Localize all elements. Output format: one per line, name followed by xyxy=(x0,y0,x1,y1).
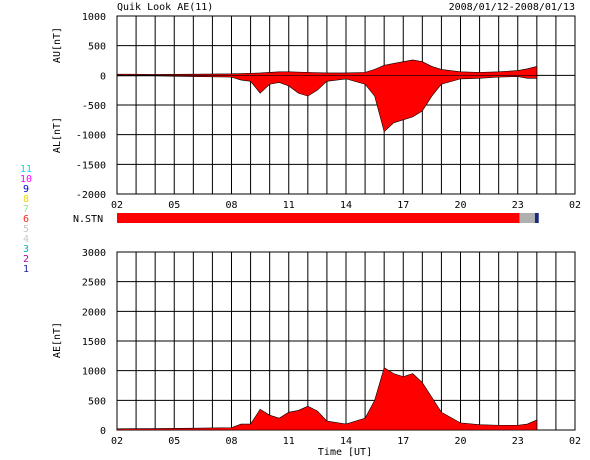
legend-station-6: 6 xyxy=(22,214,30,225)
station-count-segment xyxy=(117,213,520,223)
au-al-frame xyxy=(116,15,576,195)
station-legend: 11 10 9 8 7 6 5 4 3 2 1 xyxy=(18,165,34,275)
au-axis-label: AU[nT] xyxy=(52,27,63,63)
au-al-x-tick: 14 xyxy=(340,200,352,211)
ae-x-tick: 02 xyxy=(569,436,581,447)
ae-x-tick: 08 xyxy=(225,436,237,447)
ae-grid xyxy=(116,251,576,431)
au-al-y-tick: -2000 xyxy=(76,190,106,201)
ae-y-tick: 3000 xyxy=(82,248,106,259)
au-al-x-tick: 05 xyxy=(168,200,180,211)
au-al-x-tick: 02 xyxy=(569,200,581,211)
station-count-segment xyxy=(534,213,539,223)
au-al-x-tick: 08 xyxy=(225,200,237,211)
legend-station-9: 9 xyxy=(22,184,30,195)
ae-x-tick: 14 xyxy=(340,436,352,447)
legend-station-1: 1 xyxy=(22,264,30,275)
station-count-bar: N.STN xyxy=(73,213,539,225)
au-al-y-tick: -1000 xyxy=(76,131,106,142)
au-al-x-tick: 23 xyxy=(512,200,524,211)
ae-series xyxy=(116,367,538,431)
ae-x-tick: 20 xyxy=(454,436,466,447)
ae-y-tick-labels: 3000 2500 2000 1500 1000 500 0 xyxy=(82,248,106,437)
au-al-x-tick: 02 xyxy=(111,200,123,211)
legend-station-8: 8 xyxy=(22,194,30,205)
legend-station-7: 7 xyxy=(22,204,30,215)
date-range: 2008/01/12-2008/01/13 xyxy=(449,2,575,13)
legend-station-10: 10 xyxy=(19,174,33,185)
au-al-grid xyxy=(116,15,576,195)
ae-y-tick: 2000 xyxy=(82,307,106,318)
ae-y-tick: 1500 xyxy=(82,337,106,348)
ae-x-tick: 23 xyxy=(512,436,524,447)
ae-y-tick: 2500 xyxy=(82,278,106,289)
legend-station-11: 11 xyxy=(19,164,33,175)
legend-station-4: 4 xyxy=(22,234,30,245)
ae-panel: 3000 2500 2000 1500 1000 500 0 02 05 08 11 14 17 20 2… xyxy=(52,248,581,458)
station-count-segment xyxy=(519,213,535,223)
au-al-y-tick-labels: 1000 500 0 -500 -1000 -1500 -2000 xyxy=(76,12,106,201)
au-al-y-tick: 1000 xyxy=(82,12,106,23)
ae-y-tick: 500 xyxy=(88,396,106,407)
au-al-y-tick: 500 xyxy=(88,42,106,53)
ae-x-tick: 11 xyxy=(283,436,295,447)
legend-station-3: 3 xyxy=(22,244,30,255)
ae-x-tick: 05 xyxy=(168,436,180,447)
ae-y-tick: 1000 xyxy=(82,367,106,378)
ae-x-tick: 17 xyxy=(397,436,409,447)
au-al-x-tick: 17 xyxy=(397,200,409,211)
ae-axis-label: AE[nT] xyxy=(52,322,63,358)
ae-x-tick-labels: 02 05 08 11 14 17 20 23 02 xyxy=(111,436,581,447)
legend-station-5: 5 xyxy=(22,224,30,235)
time-axis-label: Time [UT] xyxy=(318,447,372,458)
al-axis-label: AL[nT] xyxy=(52,117,63,153)
ae-series-ae xyxy=(116,367,538,431)
au-al-y-tick: -1500 xyxy=(76,160,106,171)
au-al-panel: 1000 500 0 -500 -1000 -1500 -2000 02 05 08 11 14 17… xyxy=(52,12,581,211)
au-al-x-tick: 20 xyxy=(454,200,466,211)
au-al-y-tick: 0 xyxy=(100,71,106,82)
au-al-x-tick-labels: 02 05 08 11 14 17 20 23 02 xyxy=(111,200,581,211)
station-count-label: N.STN xyxy=(73,214,103,225)
au-al-series xyxy=(116,59,538,133)
chart-title: Quik Look AE(11) xyxy=(117,2,213,13)
ae-x-tick: 02 xyxy=(111,436,123,447)
au-al-x-tick: 11 xyxy=(283,200,295,211)
ae-y-tick: 0 xyxy=(100,426,106,437)
au-al-series-au xyxy=(116,59,538,76)
au-al-series-al xyxy=(116,75,538,133)
au-al-y-tick: -500 xyxy=(82,101,106,112)
legend-station-2: 2 xyxy=(22,254,30,265)
